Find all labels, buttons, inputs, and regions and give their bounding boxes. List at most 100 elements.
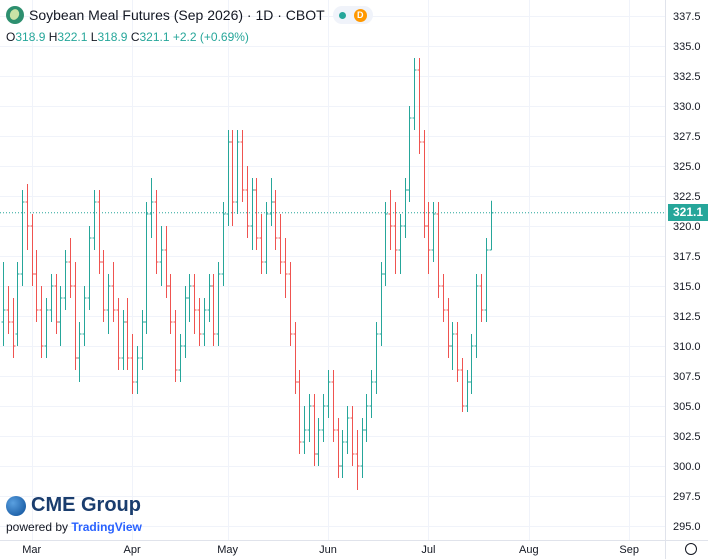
ohlc-bar — [264, 202, 269, 274]
ohlc-bar — [154, 190, 159, 274]
ohlc-bar — [293, 322, 298, 394]
x-tick-label: Aug — [519, 544, 539, 556]
ohlc-bar — [168, 274, 173, 334]
y-tick-label: 305.0 — [673, 401, 701, 413]
ohlc-bar — [106, 274, 111, 334]
y-tick-label: 312.5 — [673, 311, 701, 323]
ohlc-bar — [1, 262, 6, 346]
branding[interactable]: CME Group powered by TradingView — [6, 494, 142, 534]
y-tick-label: 320.0 — [673, 221, 701, 233]
ohlc-bar — [350, 406, 355, 466]
delayed-badge: D — [353, 8, 367, 22]
ohlc-bar — [15, 262, 20, 346]
ohlc-bar — [230, 130, 235, 226]
ohlc-bar — [202, 298, 207, 346]
ohlc-bar — [302, 406, 307, 454]
ohlc-bar — [211, 274, 216, 346]
ohlc-bar — [97, 190, 102, 274]
ohlc-bar — [144, 202, 149, 334]
ohlc-bar — [407, 106, 412, 202]
ohlc-bar — [44, 298, 49, 358]
ohlc-bar — [450, 322, 455, 370]
ohlc-bar — [187, 274, 192, 322]
ohlc-bar — [30, 214, 35, 286]
x-tick-label: May — [217, 544, 238, 556]
market-status-pill[interactable]: D — [332, 6, 373, 24]
low-label: L — [90, 30, 98, 44]
ohlc-bar — [164, 226, 169, 298]
ohlc-bar — [369, 370, 374, 418]
ohlc-bar — [307, 394, 312, 442]
chart-header: Soybean Meal Futures (Sep 2026) · 1D · C… — [6, 6, 373, 24]
ohlc-bar — [121, 310, 126, 370]
ohlc-bar — [58, 286, 63, 346]
ohlc-bar — [426, 202, 431, 274]
ohlc-bar — [101, 250, 106, 322]
ohlc-bar — [221, 202, 226, 286]
ohlc-bar — [360, 418, 365, 478]
ohlc-bar — [364, 394, 369, 442]
ohlc-bar — [273, 190, 278, 250]
ohlc-bar — [379, 262, 384, 346]
ohlc-bar — [355, 430, 360, 490]
ohlc-bar — [207, 274, 212, 322]
ohlc-bar — [393, 202, 398, 274]
powered-by[interactable]: powered by TradingView — [6, 520, 142, 534]
ohlc-bar — [431, 202, 436, 262]
chart-title[interactable]: Soybean Meal Futures (Sep 2026) · 1D · C… — [29, 7, 325, 23]
ohlc-bar — [383, 202, 388, 286]
ohlc-bar — [316, 418, 321, 466]
ohlc-bar — [149, 178, 154, 238]
ohlc-bar — [173, 310, 178, 382]
ohlc-bar — [25, 184, 30, 250]
open-value: 318.9 — [15, 30, 46, 44]
ohlc-bar — [54, 274, 59, 334]
ohlc-bar — [465, 370, 470, 412]
ohlc-bar — [216, 262, 221, 346]
y-tick-label: 307.5 — [673, 371, 701, 383]
ohlc-bar — [159, 226, 164, 286]
symbol-logo-icon — [6, 6, 24, 24]
ohlc-bar — [11, 298, 16, 358]
ohlc-bar — [489, 200, 494, 251]
y-tick-label: 330.0 — [673, 101, 701, 113]
ohlc-bar — [235, 130, 240, 214]
ohlc-bar — [417, 58, 422, 154]
last-price-label: 321.1 — [668, 204, 708, 221]
ohlc-bar — [140, 310, 145, 370]
ohlc-bar — [116, 298, 121, 370]
ohlc-bar — [422, 130, 427, 238]
x-tick-label: Jun — [319, 544, 337, 556]
change-value: +2.2 (+0.69%) — [172, 30, 249, 44]
powered-by-text: powered by — [6, 520, 69, 534]
ohlc-bar — [92, 190, 97, 250]
ohlc-bar — [326, 370, 331, 418]
x-tick-label: Apr — [123, 544, 140, 556]
y-tick-label: 325.0 — [673, 161, 701, 173]
y-tick-label: 315.0 — [673, 281, 701, 293]
ohlc-bar — [39, 286, 44, 358]
ohlc-bar — [245, 166, 250, 238]
ohlc-bar — [34, 250, 39, 322]
ohlc-bar — [49, 274, 54, 322]
cme-group-logo[interactable]: CME Group — [6, 494, 142, 517]
close-value: 321.1 — [139, 30, 170, 44]
ohlc-bar — [479, 274, 484, 322]
y-tick-label: 322.5 — [673, 191, 701, 203]
cme-logo-text: CME Group — [31, 494, 141, 516]
ohlc-bar — [82, 286, 87, 346]
x-tick-label: Mar — [22, 544, 41, 556]
high-value: 322.1 — [57, 30, 88, 44]
ohlc-bar — [436, 202, 441, 298]
ohlc-bar — [388, 190, 393, 250]
ohlc-bar — [336, 418, 341, 478]
ohlc-bar — [469, 334, 474, 394]
y-tick-label: 302.5 — [673, 431, 701, 443]
ohlc-bar — [446, 298, 451, 358]
ohlc-bar — [250, 178, 255, 250]
settings-gear-icon[interactable] — [685, 543, 697, 555]
ohlc-bar — [297, 370, 302, 454]
ohlc-readout: O318.9 H322.1 L318.9 C321.1 +2.2 (+0.69%… — [6, 30, 249, 44]
ohlc-bar — [288, 262, 293, 346]
